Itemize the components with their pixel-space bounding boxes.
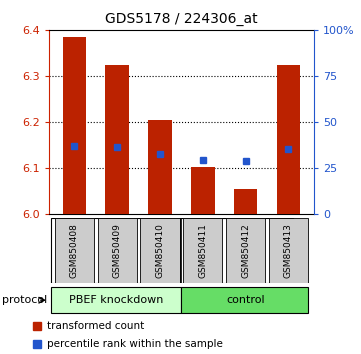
Text: GSM850408: GSM850408 (70, 223, 79, 278)
FancyBboxPatch shape (183, 218, 222, 282)
FancyBboxPatch shape (51, 218, 293, 283)
FancyBboxPatch shape (226, 218, 265, 282)
Text: GSM850412: GSM850412 (241, 223, 250, 278)
Text: percentile rank within the sample: percentile rank within the sample (47, 339, 223, 349)
Bar (277, 64, 300, 214)
Bar (105, 64, 129, 214)
Text: PBEF knockdown: PBEF knockdown (69, 295, 163, 305)
Text: GSM850409: GSM850409 (113, 223, 122, 278)
Bar (191, 167, 214, 214)
FancyBboxPatch shape (182, 287, 308, 313)
Title: GDS5178 / 224306_at: GDS5178 / 224306_at (105, 12, 258, 26)
FancyBboxPatch shape (140, 218, 180, 282)
FancyBboxPatch shape (55, 218, 94, 282)
Text: GSM850413: GSM850413 (284, 223, 293, 278)
FancyBboxPatch shape (269, 218, 308, 282)
Text: transformed count: transformed count (47, 321, 144, 331)
Text: GSM850411: GSM850411 (198, 223, 207, 278)
Text: GSM850410: GSM850410 (156, 223, 165, 278)
Text: protocol: protocol (2, 295, 47, 305)
Text: control: control (226, 295, 265, 305)
Bar (63, 37, 86, 214)
Bar (234, 189, 257, 214)
FancyBboxPatch shape (51, 287, 182, 313)
Bar (148, 120, 172, 214)
FancyBboxPatch shape (97, 218, 137, 282)
